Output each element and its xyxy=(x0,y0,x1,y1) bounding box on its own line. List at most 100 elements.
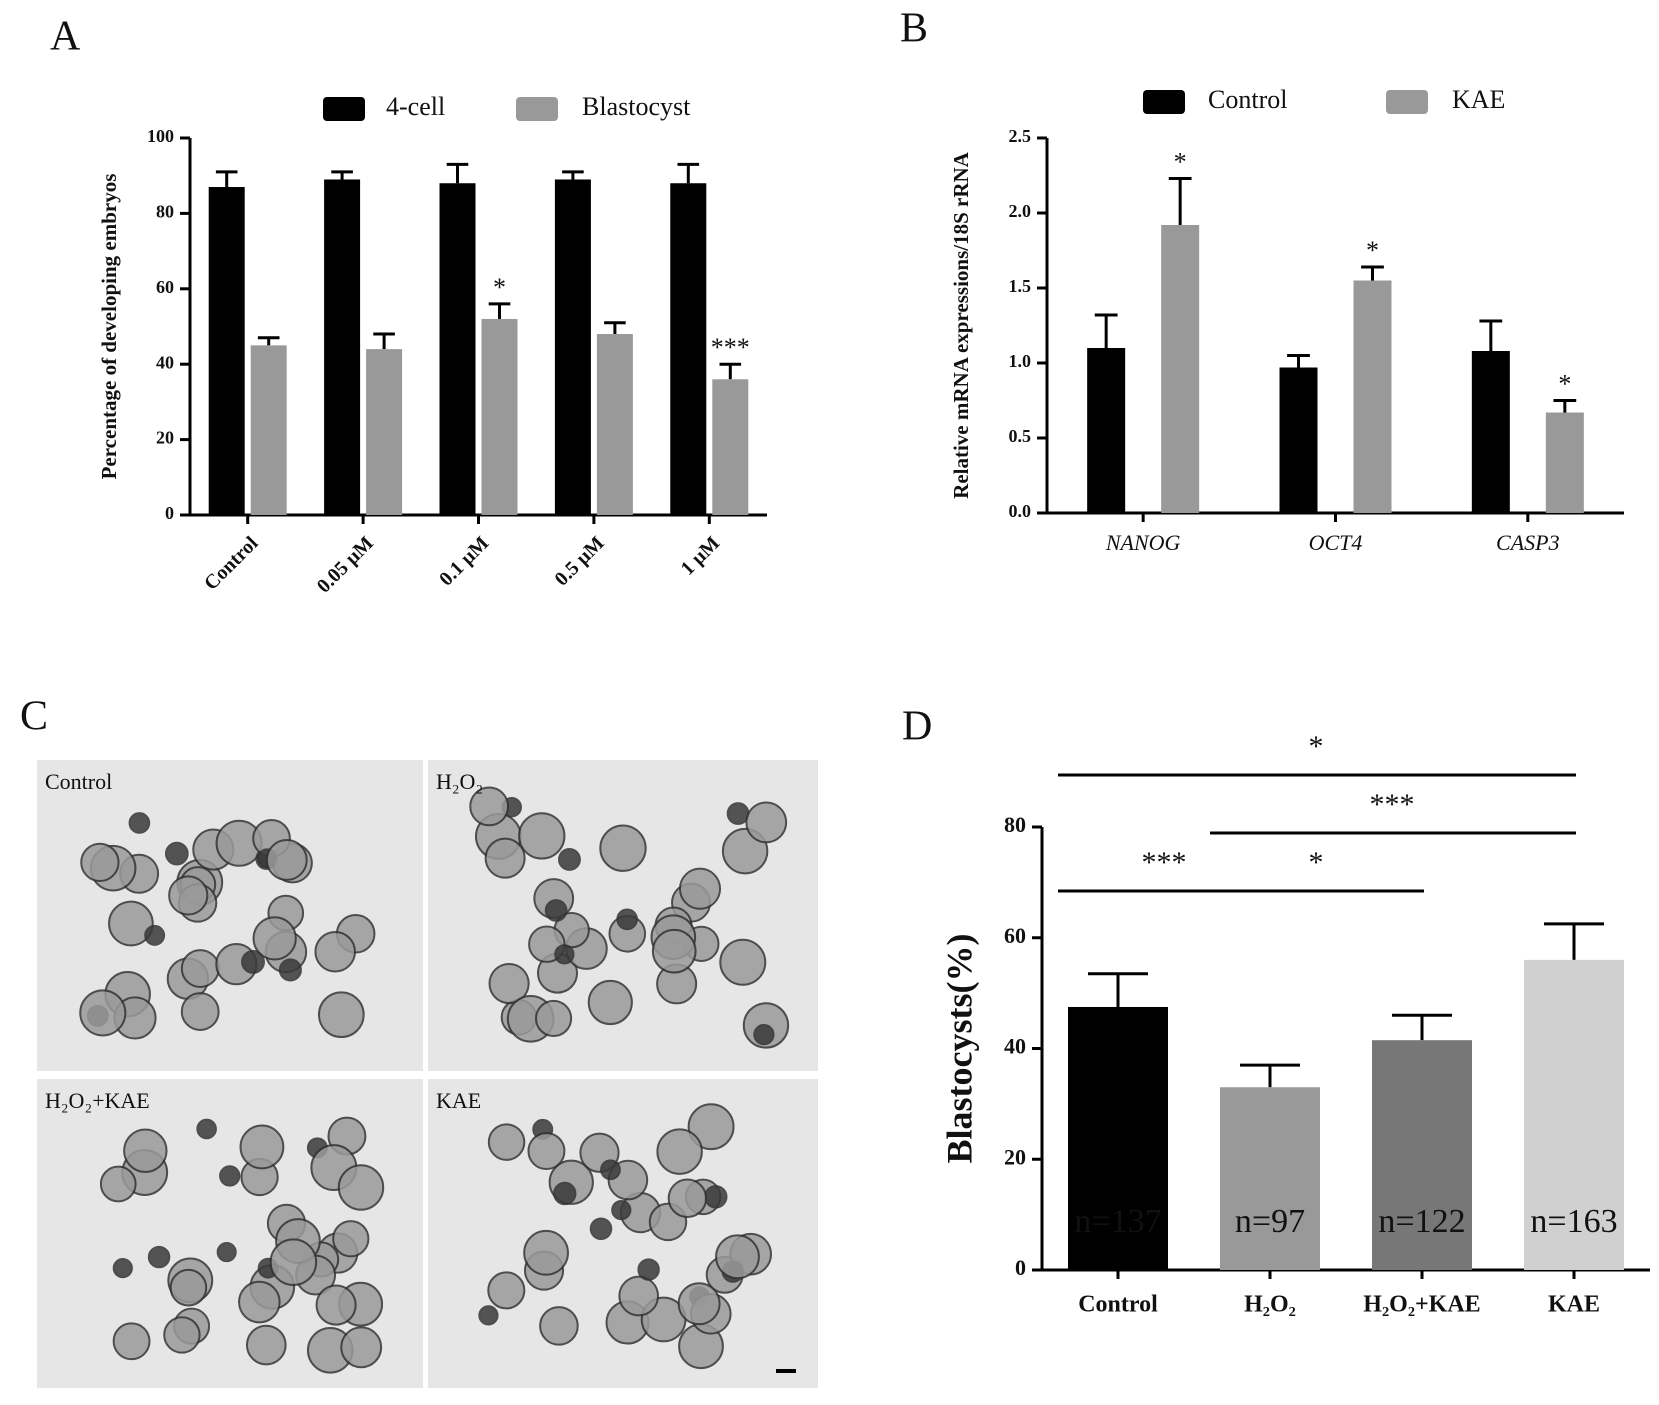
embryo xyxy=(589,1217,613,1241)
y-tick-label: 40 xyxy=(1004,1034,1026,1059)
embryo xyxy=(488,962,530,1005)
embryo xyxy=(677,1282,721,1326)
sample-size: n=137 xyxy=(1074,1203,1161,1240)
embryo xyxy=(478,1305,499,1326)
embryo xyxy=(80,842,120,883)
legend-swatch xyxy=(1386,90,1428,114)
embryo xyxy=(278,958,302,982)
legend-label: Control xyxy=(1208,85,1287,114)
y-tick-label: 60 xyxy=(1004,923,1026,948)
embryo xyxy=(719,938,767,986)
embryo xyxy=(315,1284,357,1326)
embryo xyxy=(687,1103,735,1151)
y-tick-label: 60 xyxy=(156,277,174,297)
legend-label: Blastocyst xyxy=(582,92,691,121)
embryo xyxy=(469,786,510,827)
y-tick-label: 2.0 xyxy=(1009,201,1032,221)
embryo xyxy=(112,1322,151,1361)
significance: * xyxy=(1309,846,1324,879)
y-tick-label: 80 xyxy=(156,202,174,222)
y-tick-label: 80 xyxy=(1004,812,1026,837)
embryo xyxy=(314,930,356,973)
embryo xyxy=(79,989,127,1037)
bar xyxy=(1545,412,1584,513)
embryo xyxy=(656,1128,703,1175)
embryo xyxy=(265,839,308,881)
embryo xyxy=(128,812,151,834)
significance: * xyxy=(1558,369,1571,398)
embryo xyxy=(196,1118,217,1140)
sample-size: n=97 xyxy=(1235,1203,1305,1240)
significance: * xyxy=(1366,236,1379,265)
embryo xyxy=(726,802,750,825)
embryo xyxy=(239,1124,285,1170)
embryo xyxy=(651,928,697,974)
x-tick-label: 0.5 μM xyxy=(551,532,609,590)
embryo xyxy=(241,949,265,974)
embryo xyxy=(269,1238,318,1286)
bar xyxy=(1279,367,1318,513)
x-tick-label: CASP3 xyxy=(1496,530,1560,555)
embryo xyxy=(180,992,220,1031)
legend-swatch xyxy=(323,97,365,121)
significance: * xyxy=(493,273,506,302)
embryo xyxy=(539,1306,579,1346)
bar xyxy=(1372,1040,1472,1270)
micrograph-label: H₂O₂ xyxy=(436,769,483,794)
embryo xyxy=(745,801,788,844)
embryo xyxy=(99,1165,137,1203)
bar xyxy=(1087,348,1126,513)
y-tick-label: 40 xyxy=(156,352,174,372)
embryo xyxy=(715,1234,760,1280)
embryo xyxy=(317,991,365,1039)
embryo xyxy=(180,949,220,988)
bar xyxy=(208,187,245,515)
sample-size: n=122 xyxy=(1378,1203,1465,1240)
embryo xyxy=(704,1185,728,1209)
bar xyxy=(439,183,476,516)
embryo xyxy=(123,1128,168,1173)
legend-label: KAE xyxy=(1452,85,1505,114)
embryo xyxy=(558,848,581,871)
x-tick-label: Control xyxy=(200,532,263,595)
micrograph-label: KAE xyxy=(436,1088,481,1113)
embryo xyxy=(678,867,722,910)
embryo xyxy=(332,1220,370,1258)
x-tick-label: KAE xyxy=(1548,1292,1600,1318)
embryo xyxy=(168,875,209,916)
embryo xyxy=(618,1275,660,1317)
significance: *** xyxy=(711,333,750,362)
x-tick-label: OCT4 xyxy=(1309,530,1363,555)
embryo xyxy=(554,944,575,965)
x-tick-label: NANOG xyxy=(1105,530,1181,555)
significance: *** xyxy=(1142,846,1187,879)
embryo xyxy=(527,1132,566,1171)
bar xyxy=(1471,351,1510,513)
embryo xyxy=(667,1178,708,1218)
embryo xyxy=(484,837,526,879)
sample-size: n=163 xyxy=(1530,1203,1617,1240)
legend-label: 4-cell xyxy=(386,92,445,121)
embryo xyxy=(611,1199,632,1221)
y-tick-label: 0.0 xyxy=(1009,501,1032,521)
embryo xyxy=(600,1159,621,1181)
significance: *** xyxy=(1370,788,1415,821)
bar xyxy=(1220,1087,1320,1270)
bar xyxy=(250,345,287,515)
embryo xyxy=(599,824,647,872)
embryo xyxy=(163,1316,201,1354)
embryo xyxy=(164,841,189,866)
y-axis-label: Percentage of developing embryos xyxy=(97,174,121,480)
embryo xyxy=(112,1258,133,1279)
y-tick-label: 0.5 xyxy=(1009,426,1032,446)
x-tick-label: Control xyxy=(1078,1292,1158,1318)
embryo xyxy=(169,1268,208,1307)
y-tick-label: 0 xyxy=(165,503,174,523)
embryo xyxy=(535,999,573,1038)
panel-label: A xyxy=(50,14,81,60)
y-tick-label: 100 xyxy=(147,126,174,146)
bar xyxy=(712,379,749,515)
bar xyxy=(366,349,403,515)
embryo xyxy=(753,1024,775,1046)
